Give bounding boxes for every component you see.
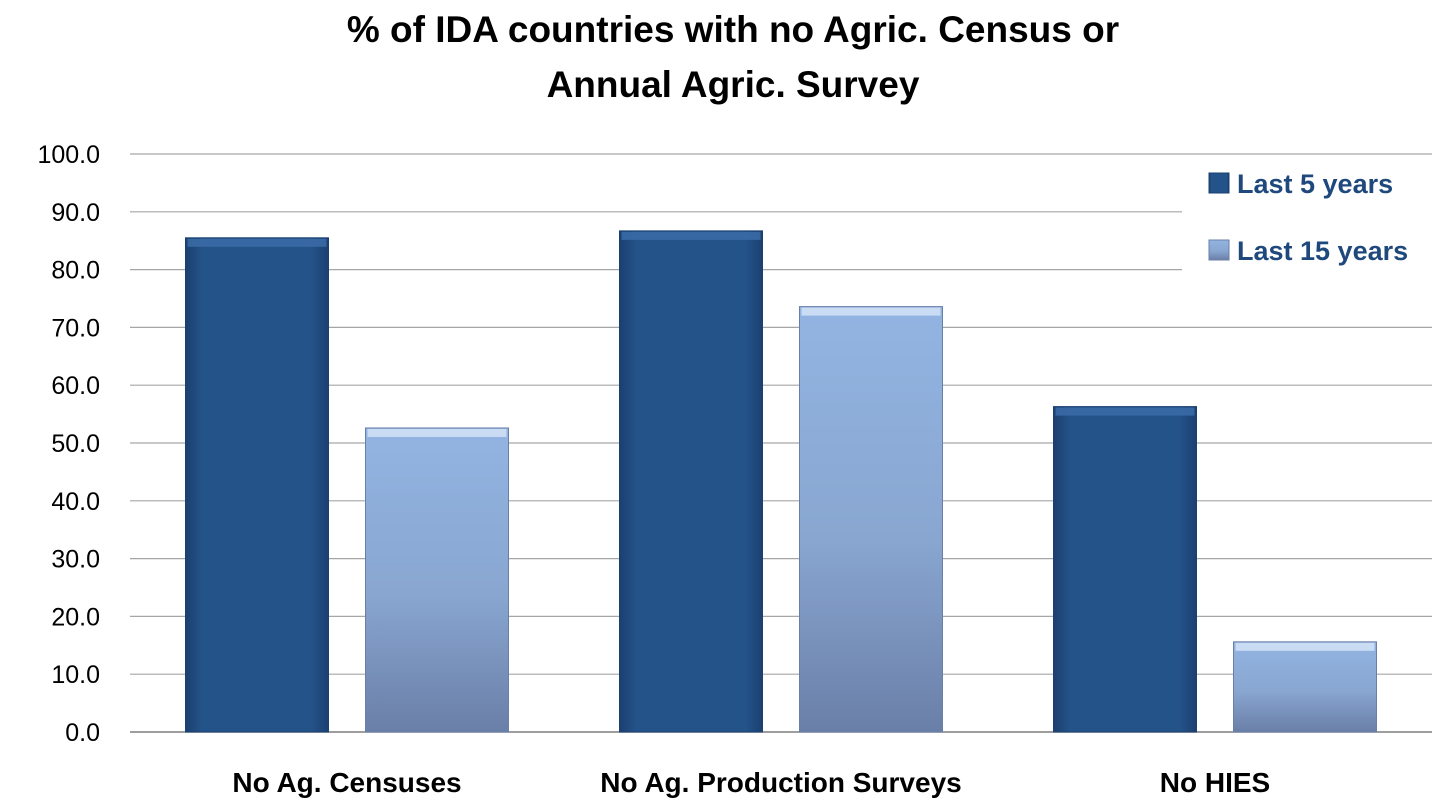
legend-swatch-last-15-years (1208, 239, 1230, 261)
legend-label-last-15-years: Last 15 years (1237, 236, 1408, 266)
y-tick-label: 30.0 (51, 546, 100, 574)
y-tick-label: 40.0 (51, 488, 100, 516)
y-tick-label: 100.0 (37, 141, 100, 169)
y-tick-label: 10.0 (51, 661, 100, 689)
bar-last-5-years (619, 230, 763, 733)
bar-highlight (801, 307, 941, 316)
chart-title-line-2: Annual Agric. Survey (547, 64, 920, 105)
x-tick-label: No Ag. Production Surveys (600, 767, 961, 798)
legend-swatch-last-5-years (1208, 172, 1230, 194)
y-tick-label: 20.0 (51, 603, 100, 631)
bar-highlight (187, 238, 327, 247)
bar-last-15-years (799, 306, 943, 733)
legend: Last 5 years Last 15 years (1182, 160, 1436, 280)
x-tick-label: No HIES (1160, 767, 1270, 798)
bar-last-5-years (185, 237, 329, 733)
y-tick-label: 90.0 (51, 199, 100, 227)
y-tick-label: 0.0 (65, 719, 100, 747)
bar-highlight (367, 428, 507, 437)
y-axis-ticks: 0.0 10.0 20.0 30.0 40.0 50.0 60.0 70.0 80.0 90.0 1… (37, 141, 100, 747)
bar-highlight (621, 231, 761, 240)
y-tick-label: 70.0 (51, 314, 100, 342)
y-tick-label: 50.0 (51, 430, 100, 458)
bars (185, 230, 1377, 733)
bar-highlight (1055, 407, 1195, 416)
bar-highlight (1235, 642, 1375, 651)
x-tick-label: No Ag. Censuses (232, 767, 461, 798)
y-tick-label: 80.0 (51, 257, 100, 285)
x-axis-ticks: No Ag. Censuses No Ag. Production Surveys… (232, 767, 1270, 798)
legend-label-last-5-years: Last 5 years (1237, 169, 1393, 199)
y-tick-label: 60.0 (51, 372, 100, 400)
bar-last-5-years (1053, 406, 1197, 733)
bar-last-15-years (1233, 641, 1377, 733)
chart-title-line-1: % of IDA countries with no Agric. Census… (347, 9, 1119, 50)
bar-last-15-years (365, 427, 509, 733)
